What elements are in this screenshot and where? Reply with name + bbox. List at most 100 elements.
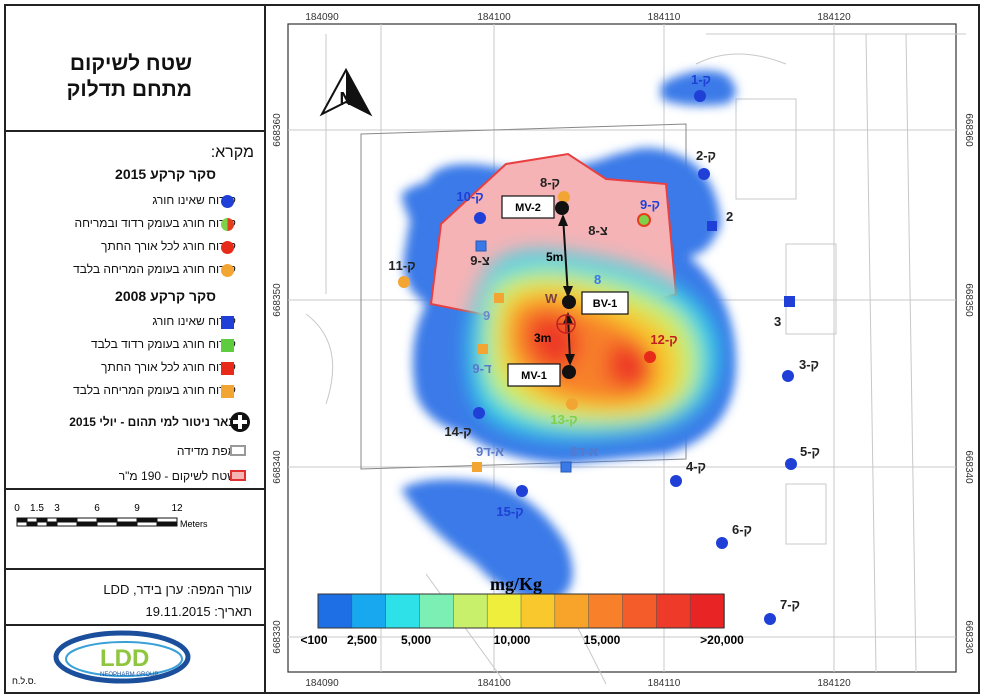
borehole-label: ק-4 [686,459,706,474]
remediation-area-symbol [230,470,246,481]
borehole-label: ק-7 [780,597,800,612]
green-red-circle-symbol [221,218,234,231]
colorbar-swatch [419,593,455,629]
borehole-marker [785,458,797,470]
survey-2008-label: 9א-ד [476,444,504,459]
borehole-marker [637,213,651,227]
borehole-marker [473,407,485,419]
borehole-label: ק-12 [650,332,677,347]
borehole-label: ק-9 [640,197,660,212]
survey-map-symbol [230,445,246,456]
colorbar-swatch [588,593,624,629]
red-square-symbol [221,362,234,375]
x-tick-bottom: 184100 [477,678,511,689]
colorbar-unit: mg/Kg [490,574,542,594]
map-title-line2: מתחם תדלוק [66,78,192,101]
borehole-label: ק-10 [456,189,483,204]
map-title-line1: שטח לשיקום [69,52,192,75]
colorbar-label: 2,500 [347,633,377,647]
scale-bar-block: 0 1.5 3 6 9 12 Meters [4,490,264,570]
colorbar-swatch [622,593,658,629]
survey-2008-label: 9-צ [470,253,490,268]
well-callouts: MV-2 BV-1 MV-1 [501,195,629,387]
survey-base-lines [288,24,966,685]
legend-2015-item: קידוח חורג בעומק רדוד ובמריחה [74,216,236,230]
colorbar-label: >20,000 [700,633,744,647]
borehole-marker [398,276,410,288]
distance-label: 3m [534,331,551,345]
north-label: N [340,89,353,109]
x-tick-top: 184110 [648,12,681,23]
green-square-symbol [221,339,234,352]
blue-square-symbol [221,316,234,329]
borehole-marker [782,370,794,382]
borehole-label: ק-1 [691,72,711,87]
borehole-label: ק-2 [696,148,716,163]
legend-header: מקרא: [210,144,254,161]
survey-2008-label: 8-צ [588,223,608,238]
well-mv2-marker [555,201,569,215]
y-tick-right: 668350 [963,283,974,317]
x-tick-top: 184120 [817,12,851,23]
y-tick-left: 668350 [272,283,283,317]
square-marker [472,462,482,472]
callout-mv1: MV-1 [521,370,547,382]
logo-subtitle: NEOPHARM GROUP [100,672,158,678]
well-crosshair-icon [556,314,576,334]
colorbar-swatch [689,593,725,629]
legend-2008-item: קידוח שאינו חורג [152,314,236,328]
borehole-label: ק-14 [444,424,471,439]
colorbar-label: <100 [300,633,327,647]
legend-remediation: שטח לשיקום - 190 מ"ר [118,469,236,483]
survey-2008-label: 8א-ד [570,444,598,459]
y-tick-left: 668340 [272,450,283,484]
logo-block: LDD NEOPHARM GROUP ס.ל.ח. [4,626,264,690]
borehole-marker [474,212,486,224]
square-marker [494,293,504,303]
x-tick-bottom: 184120 [817,678,851,689]
scale-tick-label: 0 [14,503,20,514]
distance-arrow [562,215,569,297]
y-tick-right: 668330 [963,620,974,654]
distance-label: 5m [546,250,563,264]
scale-unit: Meters [180,519,208,529]
x-tick-top: 184090 [305,12,339,23]
ldd-logo: LDD NEOPHARM GROUP ס.ל.ח. [12,630,191,686]
borehole-label: ק-3 [799,357,819,372]
borehole-label: ק-13 [550,412,577,427]
x-tick-bottom: 184090 [305,678,339,689]
callout-mv2: MV-2 [515,202,541,214]
borehole-marker [694,90,706,102]
well-mv1-marker [562,365,576,379]
borehole-marker [566,398,578,410]
borehole-marker [644,351,656,363]
legend-2008-item: קידוח חורג בעומק המריחה בלבד [73,383,236,397]
callout-box [501,195,555,219]
borehole-label: ק-5 [800,444,820,459]
survey-2008-markers [472,221,795,473]
map-author: עורך המפה: ערן בידר, LDD [103,582,252,597]
legend-survey-map: מפת מדידה [176,444,236,458]
scale-tick-label: 12 [171,503,183,514]
author-block: עורך המפה: ערן בידר, LDD תאריך: 19.11.20… [4,570,264,626]
y-tick-right: 668340 [963,450,974,484]
square-marker [475,240,487,252]
colorbar-swatch [554,593,590,629]
legend: מקרא: סקר קרקע 2015 קידוח שאינו חורג קיד… [4,132,264,490]
side-panel: שטח לשיקום מתחם תדלוק מקרא: סקר קרקע 201… [4,4,266,694]
legend-2008-item: קידוח חורג בעומק רדוד בלבד [90,337,236,351]
callout-box [507,363,561,387]
scale-bar: 0 1.5 3 6 9 12 Meters [14,503,208,529]
colorbar-swatches [317,593,725,629]
borehole-marker [764,613,776,625]
red-circle-symbol [221,241,234,254]
map-date: תאריך: 19.11.2015 [145,604,252,619]
contamination-plume [401,70,736,604]
scale-tick-label: 1.5 [30,503,44,514]
y-tick-right: 668360 [963,113,974,147]
map-frame [4,4,980,694]
north-arrow-icon: N [319,67,373,117]
scale-tick-label: 9 [134,503,140,514]
survey-2008-label: 9-ד [472,361,492,376]
orange-square-symbol [221,385,234,398]
